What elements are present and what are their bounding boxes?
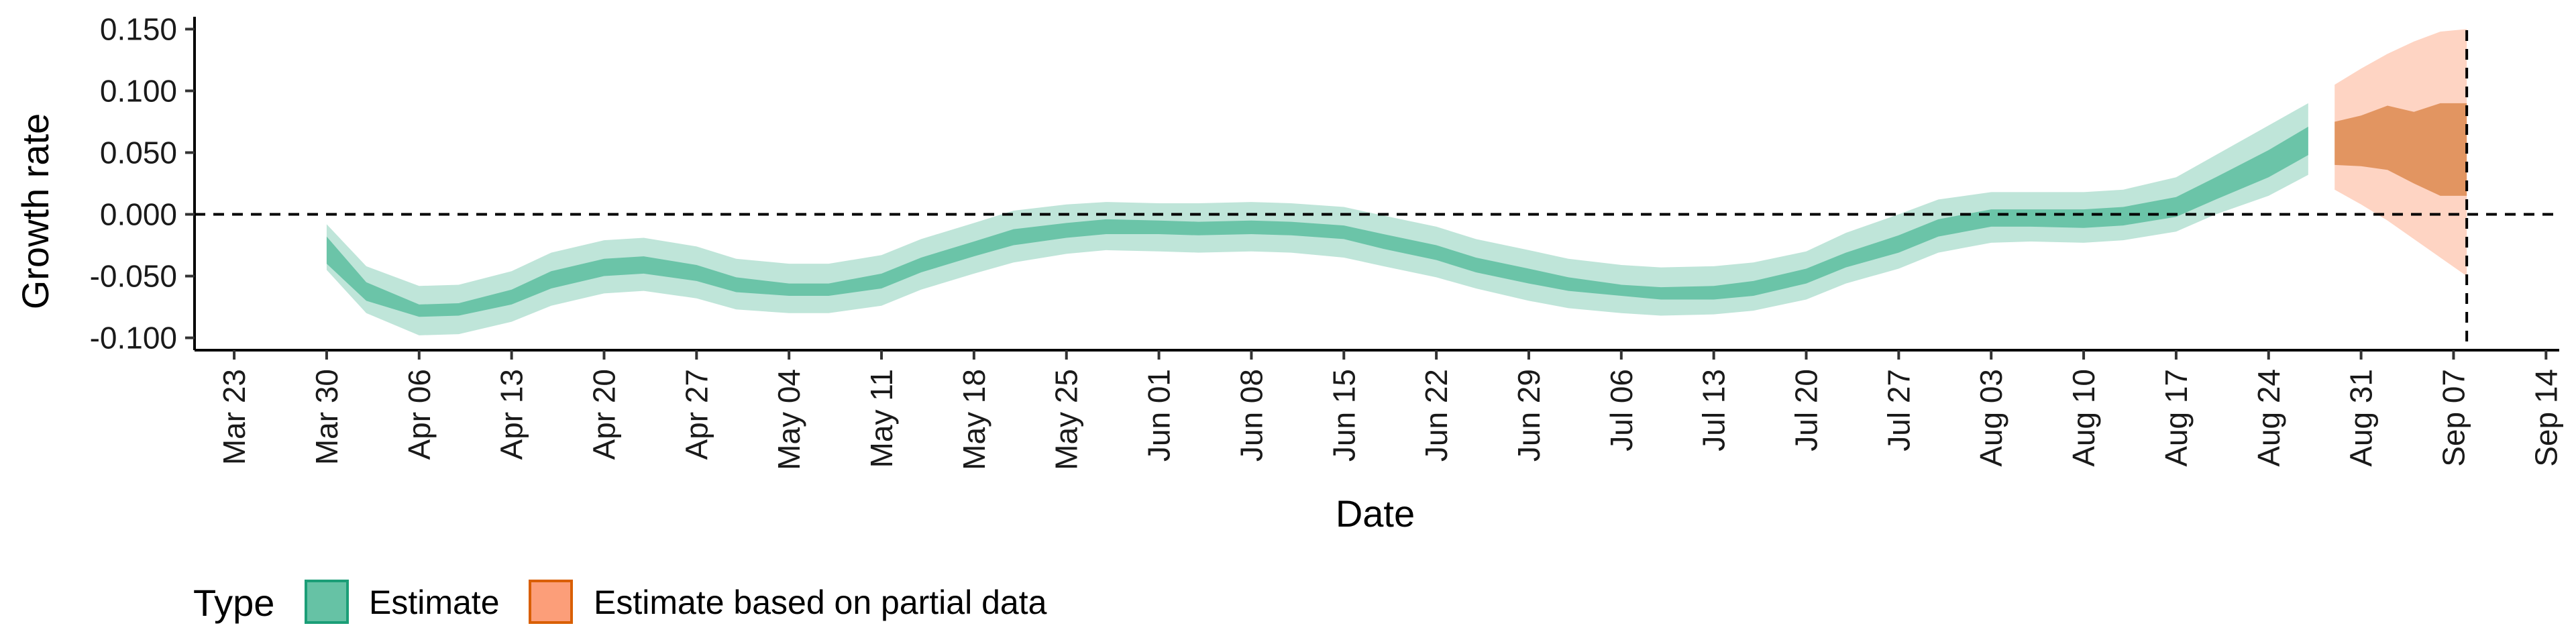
x-tick-label: Jun 15: [1326, 369, 1361, 462]
x-tick-label: Apr 20: [586, 369, 621, 460]
x-tick-label: Apr 06: [402, 369, 437, 460]
x-axis-title: Date: [1336, 492, 1415, 535]
x-tick-label: Jul 13: [1697, 369, 1731, 451]
y-tick-label: 0.150: [100, 11, 177, 46]
x-tick-label: Jun 29: [1511, 369, 1546, 462]
x-tick-label: Jul 20: [1789, 369, 1824, 451]
legend-swatch-partial: [529, 580, 573, 624]
x-tick-label: Apr 13: [494, 369, 529, 460]
x-tick-label: May 11: [864, 369, 899, 468]
x-tick-label: Aug 24: [2251, 369, 2286, 467]
x-tick-label: Apr 27: [679, 369, 714, 460]
x-tick-label: Mar 23: [217, 369, 252, 465]
x-tick-label: Aug 03: [1974, 369, 2008, 467]
x-tick-label: May 04: [771, 369, 806, 470]
legend-label-estimate: Estimate: [369, 584, 500, 621]
x-tick-label: Mar 30: [309, 369, 344, 465]
x-tick-label: Sep 14: [2528, 369, 2563, 467]
legend-title: Type: [193, 582, 274, 624]
x-tick-label: Sep 07: [2436, 369, 2471, 467]
y-tick-label: 0.000: [100, 197, 177, 232]
x-tick-label: Aug 10: [2066, 369, 2101, 467]
x-tick-label: Jul 06: [1604, 369, 1639, 451]
legend-swatch-estimate: [305, 580, 349, 624]
estimate-inner-band: [326, 126, 2308, 317]
x-tick-label: Jun 22: [1419, 369, 1454, 462]
reference-lines: [195, 30, 2559, 350]
y-axis-title: Growth rate: [14, 113, 56, 310]
y-tick-label: -0.100: [90, 321, 177, 356]
y-tick-label: -0.050: [90, 259, 177, 294]
x-tick-label: Aug 31: [2344, 369, 2379, 467]
y-tick-label: 0.050: [100, 135, 177, 170]
plot-area: [326, 29, 2467, 335]
partial-estimate-inner-band: [2334, 103, 2467, 196]
x-tick-label: Jul 27: [1881, 369, 1916, 451]
x-tick-label: Aug 17: [2159, 369, 2194, 467]
x-tick-label: Jun 08: [1234, 369, 1269, 462]
legend: Type Estimate Estimate based on partial …: [193, 580, 1047, 624]
y-tick-label: 0.100: [100, 73, 177, 108]
legend-label-partial: Estimate based on partial data: [594, 584, 1047, 621]
x-tick-label: May 18: [957, 369, 991, 470]
x-tick-label: May 25: [1049, 369, 1084, 470]
axes: -0.100 -0.050 0.000 0.050 0.100 0.150 Mar 23 Ma…: [90, 11, 2564, 470]
x-tick-label: Jun 01: [1142, 369, 1177, 462]
